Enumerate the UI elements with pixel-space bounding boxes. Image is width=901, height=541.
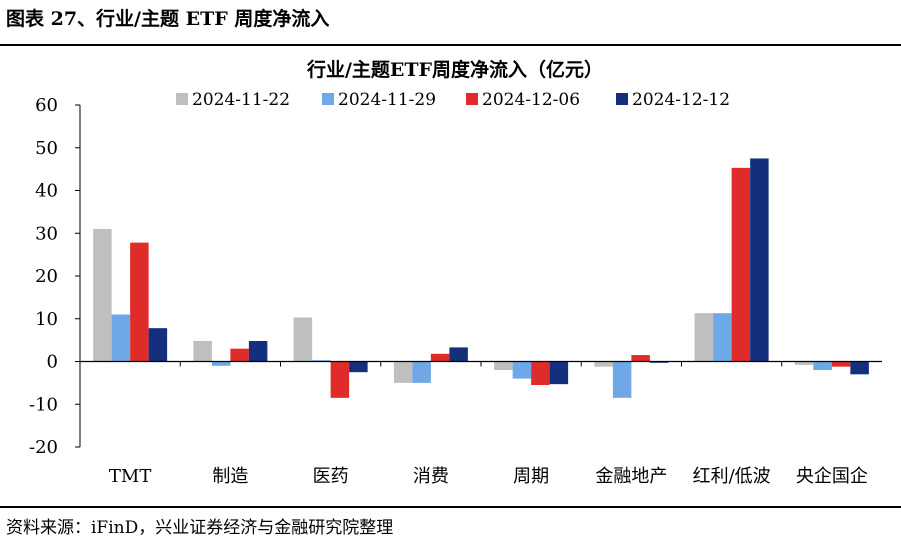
source-note: 资料来源：iFinD，兴业证券经济与金融研究院整理 bbox=[6, 518, 394, 538]
chart-title: 行业/主题ETF周度净流入（亿元） bbox=[306, 58, 603, 81]
legend-swatch bbox=[322, 93, 334, 105]
bar-4 bbox=[148, 328, 168, 362]
bar-3 bbox=[430, 353, 450, 362]
bar-4 bbox=[649, 361, 669, 363]
bar-4 bbox=[750, 158, 769, 362]
bar-2 bbox=[111, 314, 131, 362]
bar-3 bbox=[230, 348, 249, 362]
bar-1 bbox=[694, 313, 714, 362]
bar-1 bbox=[594, 361, 613, 367]
y-tick-label: 60 bbox=[35, 95, 58, 116]
axes: -20 -10 0 10 20 30 40 50 60 TMT 制造 医药 消费 周期 金融地产 红利/低波 央… bbox=[29, 95, 882, 487]
bar-2 bbox=[312, 360, 331, 362]
bar-3 bbox=[130, 242, 149, 362]
legend-label: 2024-11-22 bbox=[192, 90, 290, 110]
chart-legend: 2024-11-22 2024-11-29 2024-12-06 2024-12-12 bbox=[176, 90, 730, 110]
bar-4 bbox=[349, 361, 368, 373]
y-tick-label: 10 bbox=[35, 309, 58, 330]
y-tick-label: -20 bbox=[29, 437, 58, 458]
x-category-label: 消费 bbox=[413, 466, 449, 487]
legend-label: 2024-12-06 bbox=[482, 90, 580, 110]
x-category-label: 制造 bbox=[212, 466, 248, 487]
y-tick-label: 20 bbox=[35, 266, 58, 287]
bar-4 bbox=[850, 361, 869, 375]
bar-1 bbox=[293, 317, 313, 362]
bar-chart: 行业/主题ETF周度净流入（亿元） 2024-11-22 2024-11-29 20… bbox=[29, 58, 882, 487]
y-tick-label: 40 bbox=[35, 181, 58, 202]
x-category-label: TMT bbox=[109, 466, 151, 487]
bar-1 bbox=[494, 361, 513, 371]
legend-label: 2024-11-29 bbox=[338, 90, 436, 110]
x-category-label: 医药 bbox=[313, 466, 349, 487]
bar-3 bbox=[831, 361, 851, 367]
bar-3 bbox=[330, 361, 350, 398]
bar-4 bbox=[248, 340, 268, 362]
figure-caption: 图表 27、行业/主题 ETF 周度净流入 bbox=[6, 8, 330, 30]
bar-4 bbox=[549, 361, 569, 385]
x-category-label: 周期 bbox=[513, 466, 549, 487]
y-tick-label: -10 bbox=[29, 394, 58, 415]
legend-swatch bbox=[176, 93, 188, 105]
bottom-rule bbox=[0, 506, 901, 508]
bar-4 bbox=[449, 347, 468, 362]
bar-3 bbox=[731, 167, 751, 362]
bar-2 bbox=[713, 313, 732, 362]
y-tick-label: 0 bbox=[47, 352, 58, 373]
x-category-label: 金融地产 bbox=[595, 466, 667, 487]
legend-label: 2024-12-12 bbox=[632, 90, 730, 110]
x-category-label: 红利/低波 bbox=[693, 466, 771, 487]
bar-2 bbox=[412, 361, 431, 383]
y-tick-label: 30 bbox=[35, 223, 58, 244]
bar-1 bbox=[193, 340, 212, 362]
bar-3 bbox=[531, 361, 550, 386]
bars bbox=[93, 158, 869, 398]
bar-2 bbox=[211, 361, 231, 366]
bar-1 bbox=[794, 361, 814, 365]
legend-swatch bbox=[616, 93, 628, 105]
y-tick-label: 50 bbox=[35, 138, 58, 159]
bar-1 bbox=[93, 228, 112, 362]
bar-1 bbox=[393, 361, 413, 383]
top-rule bbox=[0, 44, 901, 46]
bar-2 bbox=[512, 361, 532, 379]
legend-swatch bbox=[466, 93, 478, 105]
bar-2 bbox=[612, 361, 632, 398]
bar-3 bbox=[631, 355, 650, 362]
bar-2 bbox=[813, 361, 832, 371]
x-category-label: 央企国企 bbox=[796, 466, 868, 487]
